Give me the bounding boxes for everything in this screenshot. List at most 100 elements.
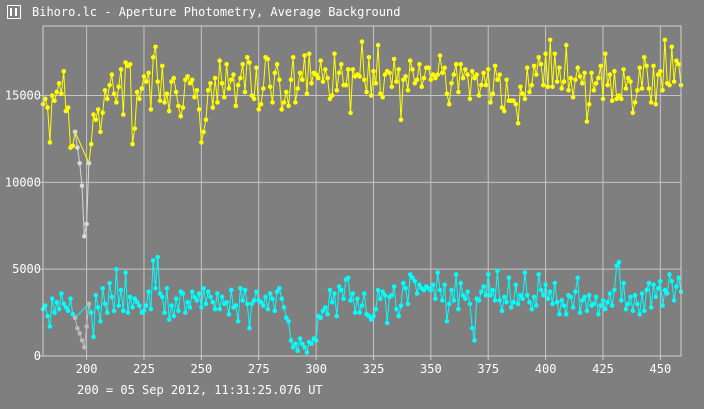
- data-point: [210, 299, 216, 305]
- data-point: [148, 107, 154, 112]
- data-point: [203, 117, 209, 123]
- data-point: [339, 61, 344, 67]
- data-point: [205, 289, 211, 295]
- data-point: [476, 298, 482, 303]
- data-point: [552, 280, 558, 286]
- data-point: [164, 286, 170, 291]
- data-point: [332, 51, 337, 57]
- data-point: [362, 77, 367, 83]
- data-point: [623, 86, 629, 91]
- data-point: [520, 91, 525, 96]
- plot-frame: [42, 25, 682, 357]
- data-point: [619, 298, 624, 303]
- data-point: [586, 101, 592, 107]
- data-point: [559, 86, 564, 91]
- data-point: [430, 72, 436, 77]
- data-point: [233, 303, 239, 308]
- data-point: [306, 51, 312, 57]
- x-tick-label: 375: [477, 362, 499, 376]
- data-point: [545, 84, 551, 90]
- data-point: [433, 296, 438, 302]
- data-point: [247, 60, 252, 65]
- data-point: [648, 305, 654, 310]
- data-point: [446, 101, 452, 107]
- data-point: [157, 98, 163, 103]
- data-point: [309, 341, 314, 347]
- data-point: [265, 306, 271, 312]
- data-point: [54, 89, 60, 95]
- data-point: [646, 280, 652, 286]
- data-point: [219, 294, 225, 300]
- data-point: [176, 103, 181, 109]
- data-point: [522, 96, 528, 102]
- data-point: [527, 299, 532, 305]
- title-bar[interactable]: Bihoro.lc - Aperture Photometry, Average…: [0, 0, 704, 25]
- data-point: [444, 91, 450, 96]
- data-point: [676, 61, 681, 67]
- data-point: [529, 306, 535, 312]
- data-point: [277, 286, 282, 291]
- data-point: [265, 56, 271, 62]
- data-point: [261, 86, 266, 91]
- data-point: [364, 89, 369, 95]
- data-point: [412, 81, 418, 86]
- data-point: [171, 313, 177, 319]
- data-point: [251, 298, 257, 303]
- data-point: [88, 310, 94, 315]
- data-point: [150, 55, 156, 60]
- x-tick-label: 300: [305, 362, 327, 376]
- data-point: [169, 79, 174, 84]
- data-point: [107, 280, 112, 286]
- data-point: [284, 89, 289, 95]
- data-point: [593, 81, 599, 86]
- data-point: [348, 110, 353, 116]
- data-point: [442, 65, 447, 70]
- data-point: [612, 68, 617, 74]
- data-point: [550, 84, 555, 90]
- data-point: [245, 55, 250, 60]
- data-point: [463, 296, 468, 302]
- data-point: [559, 298, 564, 303]
- data-point: [667, 272, 672, 277]
- data-point: [437, 287, 443, 293]
- data-point: [605, 82, 610, 88]
- data-point: [623, 306, 629, 312]
- data-point: [281, 305, 287, 310]
- data-point: [394, 79, 399, 84]
- data-point: [465, 289, 470, 295]
- data-point: [240, 298, 245, 303]
- data-point: [479, 289, 484, 295]
- data-point: [194, 298, 200, 303]
- data-point: [398, 117, 404, 123]
- data-point: [547, 37, 553, 43]
- data-point: [543, 51, 548, 57]
- data-point: [327, 287, 333, 293]
- data-point: [164, 91, 170, 96]
- data-point: [52, 98, 57, 103]
- data-point: [582, 70, 587, 76]
- data-point: [210, 105, 216, 110]
- data-point: [258, 299, 264, 305]
- data-point: [43, 303, 48, 308]
- data-point: [639, 291, 645, 296]
- data-point: [313, 338, 319, 343]
- data-point: [61, 301, 66, 307]
- series-layer: [40, 37, 684, 355]
- app-logo-icon[interactable]: [7, 5, 21, 19]
- data-point: [428, 77, 434, 83]
- data-point: [564, 312, 569, 317]
- data-point: [453, 272, 459, 277]
- data-point: [472, 75, 477, 81]
- data-point: [329, 93, 335, 98]
- data-point: [281, 100, 287, 105]
- data-point: [235, 82, 241, 88]
- data-point: [183, 77, 188, 83]
- data-point: [632, 292, 638, 298]
- data-point: [573, 289, 578, 295]
- data-point: [144, 79, 149, 84]
- data-point: [458, 280, 464, 286]
- data-point: [183, 310, 188, 315]
- data-point: [552, 51, 558, 57]
- data-point: [267, 291, 273, 296]
